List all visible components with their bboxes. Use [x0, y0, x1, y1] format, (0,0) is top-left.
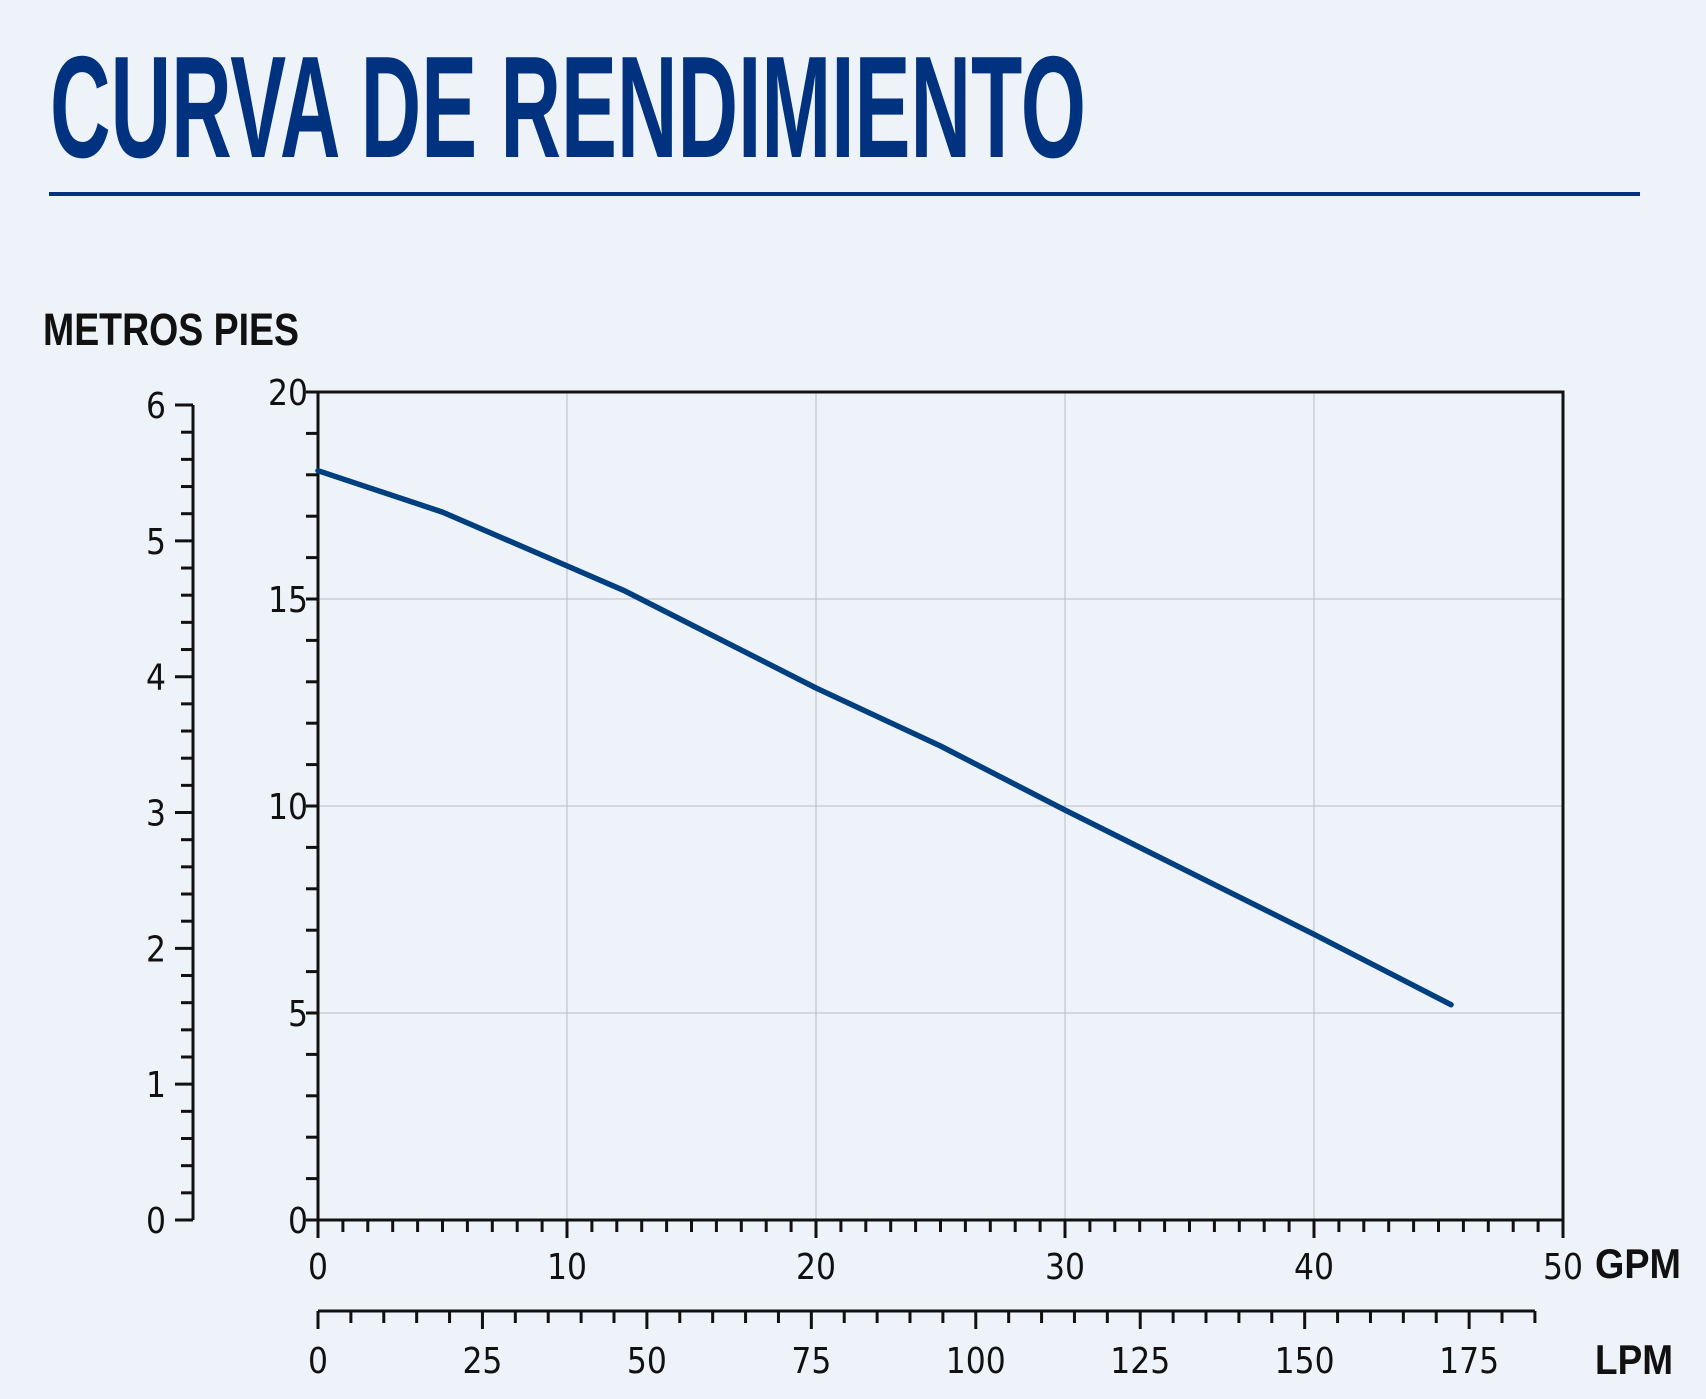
y-tick-label-meters: 5	[146, 522, 166, 563]
x-axis-label-gpm: GPM	[1595, 1240, 1681, 1287]
y-tick-label-meters: 4	[146, 658, 166, 699]
x-axis-label-lpm: LPM	[1595, 1336, 1673, 1383]
y-tick-label-feet: 10	[268, 787, 308, 828]
x-tick-label-gpm: 10	[547, 1247, 587, 1288]
y-tick-label-meters: 2	[146, 929, 166, 970]
x-tick-label-lpm: 25	[462, 1341, 502, 1382]
x-tick-label-lpm: 125	[1110, 1341, 1170, 1382]
grid	[318, 392, 1563, 1220]
x-tick-label-gpm: 0	[308, 1247, 328, 1288]
title-divider	[49, 192, 1640, 196]
x-tick-label-lpm: 50	[627, 1341, 667, 1382]
y-tick-label-meters: 3	[146, 794, 166, 835]
x-tick-label-gpm: 40	[1294, 1247, 1334, 1288]
y-tick-label-feet: 20	[268, 373, 308, 414]
x-tick-label-gpm: 20	[796, 1247, 836, 1288]
performance-curve	[315, 467, 1454, 1008]
x-tick-label-lpm: 175	[1439, 1341, 1499, 1382]
x-tick-label-lpm: 150	[1275, 1341, 1335, 1382]
x-tick-label-lpm: 75	[791, 1341, 831, 1382]
x-tick-label-gpm: 30	[1045, 1247, 1085, 1288]
y-tick-label-feet: 0	[288, 1201, 308, 1242]
x-tick-label-lpm: 100	[946, 1341, 1006, 1382]
y-tick-label-feet: 5	[288, 994, 308, 1035]
y-tick-label-meters: 1	[146, 1065, 166, 1106]
page-title: CURVA DE RENDIMIENTO	[50, 26, 1086, 188]
x-tick-label-lpm: 0	[308, 1341, 328, 1382]
y-tick-label-meters: 6	[146, 386, 166, 427]
y-tick-label-meters: 0	[146, 1201, 166, 1242]
units-label: METROS PIES	[43, 304, 299, 355]
axes: 0 5 10 15 20 0 1 2 3 4 5 6 0 10 20 30 40 50 0 25 50 75 100 125 1…	[146, 373, 1583, 1382]
x-tick-label-gpm: 50	[1543, 1247, 1583, 1288]
y-tick-label-feet: 15	[268, 580, 308, 621]
